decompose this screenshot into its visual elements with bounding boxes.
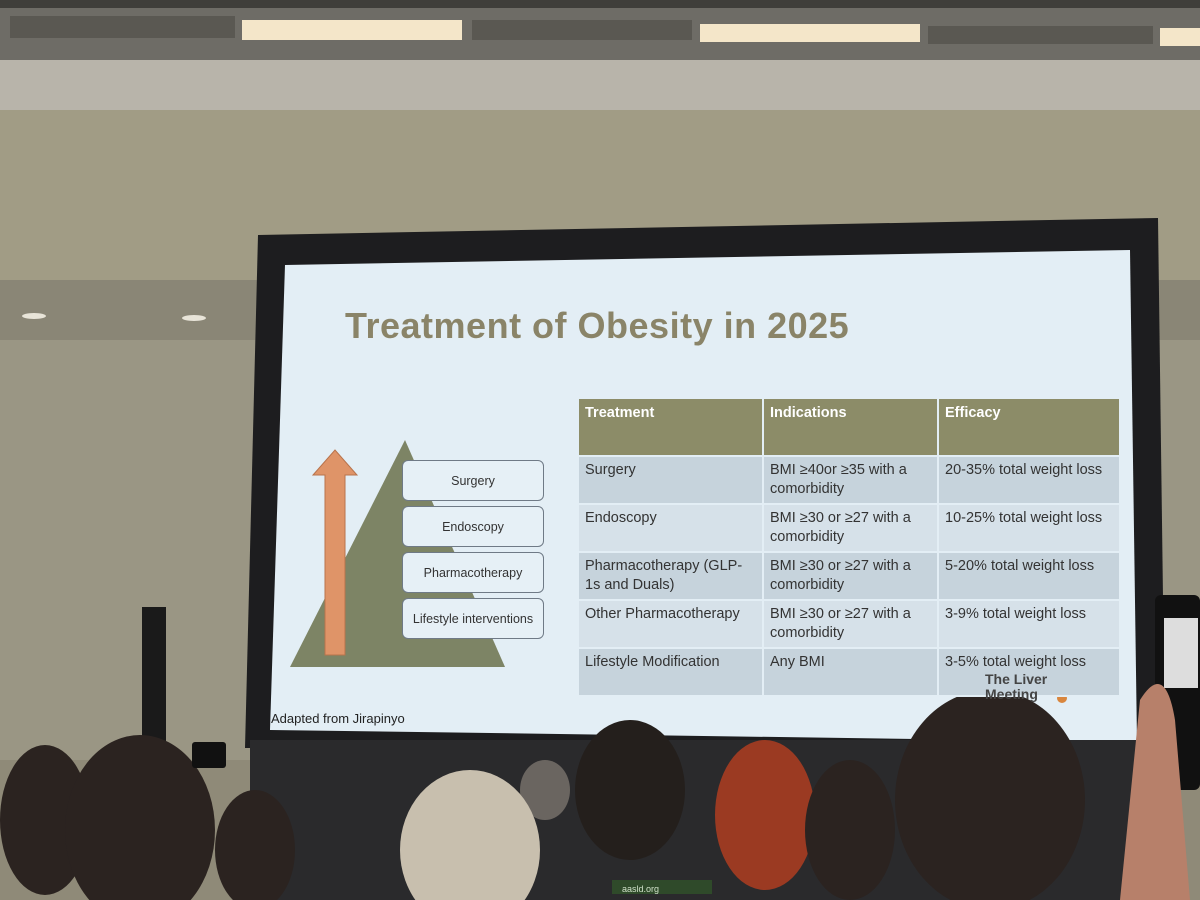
table-row: Other Pharmacotherapy BMI ≥30 or ≥27 with… xyxy=(577,599,1121,649)
table-cell: Other Pharmacotherapy xyxy=(577,599,764,649)
table-cell: 5-20% total weight loss xyxy=(937,551,1121,601)
slide-title: Treatment of Obesity in 2025 xyxy=(345,305,850,346)
table-cell: Endoscopy xyxy=(577,503,764,553)
logo-text: The Liver Meeting xyxy=(985,671,1048,702)
table-cell: Lifestyle Modification xyxy=(577,647,764,697)
table-row: Surgery BMI ≥40or ≥35 with a comorbidity 2… xyxy=(577,455,1121,505)
pyramid-label: Pharmacotherapy xyxy=(402,552,544,593)
header-cell: Indications xyxy=(762,397,939,457)
pyramid-label: Endoscopy xyxy=(402,506,544,547)
treatment-table: Treatment Indications Efficacy Surgery BMI … xyxy=(577,397,1121,697)
table-cell: 10-25% total weight loss xyxy=(937,503,1121,553)
table-cell: Any BMI xyxy=(762,647,939,697)
pyramid-label: Surgery xyxy=(402,460,544,501)
table-cell: Surgery xyxy=(577,455,764,505)
pyramid-label: Lifestyle interventions xyxy=(402,598,544,639)
table-row: Endoscopy BMI ≥30 or ≥27 with a comorbidi… xyxy=(577,503,1121,553)
lanyard-text: aasld.org xyxy=(622,884,660,894)
table-cell: BMI ≥40or ≥35 with a comorbidity xyxy=(762,455,939,505)
header-cell: Treatment xyxy=(577,397,764,457)
table-cell: BMI ≥30 or ≥27 with a comorbidity xyxy=(762,551,939,601)
table-row: Pharmacotherapy (GLP-1s and Duals) BMI ≥3… xyxy=(577,551,1121,601)
table-row: Lifestyle Modification Any BMI 3-5% total … xyxy=(577,647,1121,697)
table-body: Surgery BMI ≥40or ≥35 with a comorbidity 2… xyxy=(577,455,1121,697)
table-header: Treatment Indications Efficacy xyxy=(577,397,1121,457)
table-cell: Pharmacotherapy (GLP-1s and Duals) xyxy=(577,551,764,601)
table-cell: 20-35% total weight loss xyxy=(937,455,1121,505)
table-cell: BMI ≥30 or ≥27 with a comorbidity xyxy=(762,503,939,553)
table-cell: 3-5% total weight loss xyxy=(937,647,1121,697)
table-cell: 3-9% total weight loss xyxy=(937,599,1121,649)
header-cell: Efficacy xyxy=(937,397,1121,457)
footnote: Adapted from Jirapinyo xyxy=(271,711,405,726)
table-cell: BMI ≥30 or ≥27 with a comorbidity xyxy=(762,599,939,649)
